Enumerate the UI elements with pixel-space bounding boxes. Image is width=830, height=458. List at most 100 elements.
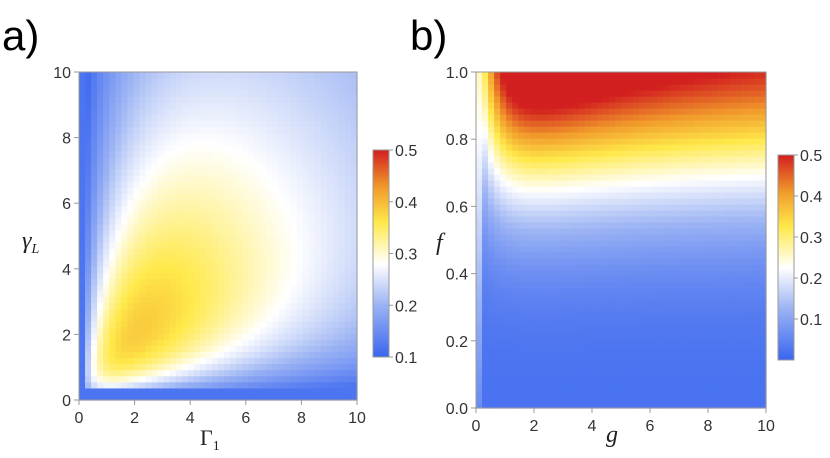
heatmap-cell — [518, 114, 525, 121]
heatmap-cell — [476, 306, 483, 313]
heatmap-cell — [554, 78, 562, 85]
heatmap-cell — [302, 120, 310, 128]
heatmap-cell — [651, 162, 658, 169]
heatmap-cell — [205, 242, 213, 249]
heatmap-cell — [584, 366, 592, 373]
heatmap-cell — [699, 114, 707, 121]
heatmap-cell — [548, 120, 556, 127]
heatmap-cell — [181, 266, 189, 274]
heatmap-cell — [248, 132, 255, 140]
heatmap-cell — [596, 90, 604, 97]
heatmap-cell — [705, 156, 713, 163]
heatmap-cell — [145, 284, 153, 292]
heatmap-cell — [326, 339, 334, 346]
heatmap-cell — [127, 339, 134, 346]
heatmap-cell — [621, 354, 628, 361]
heatmap-cell — [699, 258, 707, 265]
heatmap-cell — [121, 84, 128, 91]
heatmap-cell — [344, 187, 352, 195]
heatmap-cell — [639, 72, 646, 79]
heatmap-cell — [699, 264, 707, 271]
heatmap-cell — [542, 192, 550, 199]
heatmap-cell — [687, 192, 695, 199]
heatmap-cell — [651, 144, 658, 151]
heatmap-cell — [681, 96, 689, 103]
heatmap-cell — [272, 260, 280, 267]
heatmap-cell — [723, 234, 731, 241]
heatmap-cell — [296, 229, 304, 237]
heatmap-cell — [242, 90, 249, 97]
heatmap-cell — [633, 336, 640, 343]
heatmap-cell — [218, 114, 225, 122]
heatmap-cell — [536, 168, 544, 175]
heatmap-cell — [163, 236, 171, 243]
heatmap-cell — [97, 126, 104, 134]
heatmap-cell — [326, 254, 334, 261]
heatmap-cell — [657, 324, 664, 331]
heatmap-cell — [121, 175, 128, 182]
heatmap-cell — [596, 84, 604, 91]
heatmap-cell — [705, 180, 713, 187]
heatmap-cell — [139, 327, 147, 334]
heatmap-cell — [723, 318, 731, 325]
heatmap-cell — [602, 228, 610, 235]
heatmap-cell — [663, 150, 670, 157]
heatmap-cell — [578, 108, 586, 115]
heatmap-cell — [645, 126, 652, 133]
heatmap-cell — [729, 240, 737, 247]
heatmap-cell — [151, 211, 159, 219]
heatmap-cell — [127, 120, 134, 128]
heatmap-cell — [614, 174, 622, 181]
heatmap-cell — [326, 211, 334, 219]
heatmap-cell — [97, 144, 104, 152]
heatmap-cell — [332, 321, 340, 328]
heatmap-cell — [326, 260, 334, 267]
heatmap-cell — [85, 302, 92, 310]
heatmap-cell — [224, 339, 231, 346]
heatmap-cell — [193, 144, 201, 152]
heatmap-cell — [350, 169, 358, 176]
heatmap-cell — [476, 372, 483, 379]
heatmap-cell — [633, 270, 640, 277]
heatmap-cell — [633, 402, 640, 409]
heatmap-cell — [242, 357, 249, 365]
heatmap-cell — [554, 384, 562, 391]
heatmap-cell — [187, 266, 195, 274]
heatmap-cell — [524, 270, 531, 277]
heatmap-cell — [314, 393, 322, 401]
heatmap-cell — [729, 306, 737, 313]
heatmap-cell — [121, 163, 128, 170]
heatmap-cell — [693, 318, 701, 325]
heatmap-cell — [651, 108, 658, 115]
heatmap-cell — [248, 314, 255, 322]
heatmap-cell — [181, 205, 189, 213]
heatmap-cell — [488, 288, 495, 295]
heatmap-cell — [566, 258, 574, 265]
heatmap-cell — [260, 114, 267, 122]
heatmap-cell — [169, 393, 177, 401]
heatmap-cell — [332, 381, 340, 389]
heatmap-cell — [169, 205, 177, 213]
heatmap-cell — [663, 252, 670, 259]
heatmap-cell — [103, 236, 110, 243]
heatmap-cell — [332, 157, 340, 164]
heatmap-cell — [115, 345, 122, 352]
heatmap-cell — [187, 260, 195, 267]
heatmap-cell — [254, 108, 261, 116]
heatmap-cell — [500, 318, 507, 325]
heatmap-cell — [151, 229, 159, 237]
heatmap-cell — [500, 396, 507, 403]
heatmap-cell — [181, 290, 189, 298]
heatmap-cell — [115, 102, 122, 110]
heatmap-cell — [163, 120, 171, 128]
heatmap-cell — [260, 229, 267, 237]
heatmap-cell — [145, 211, 153, 219]
heatmap-cell — [645, 240, 652, 247]
heatmap-cell — [687, 312, 695, 319]
heatmap-cell — [693, 114, 701, 121]
heatmap-cell — [645, 72, 652, 79]
heatmap-cell — [296, 150, 304, 158]
heatmap-cell — [548, 102, 556, 109]
heatmap-cell — [145, 96, 153, 103]
heatmap-cell — [218, 242, 225, 249]
